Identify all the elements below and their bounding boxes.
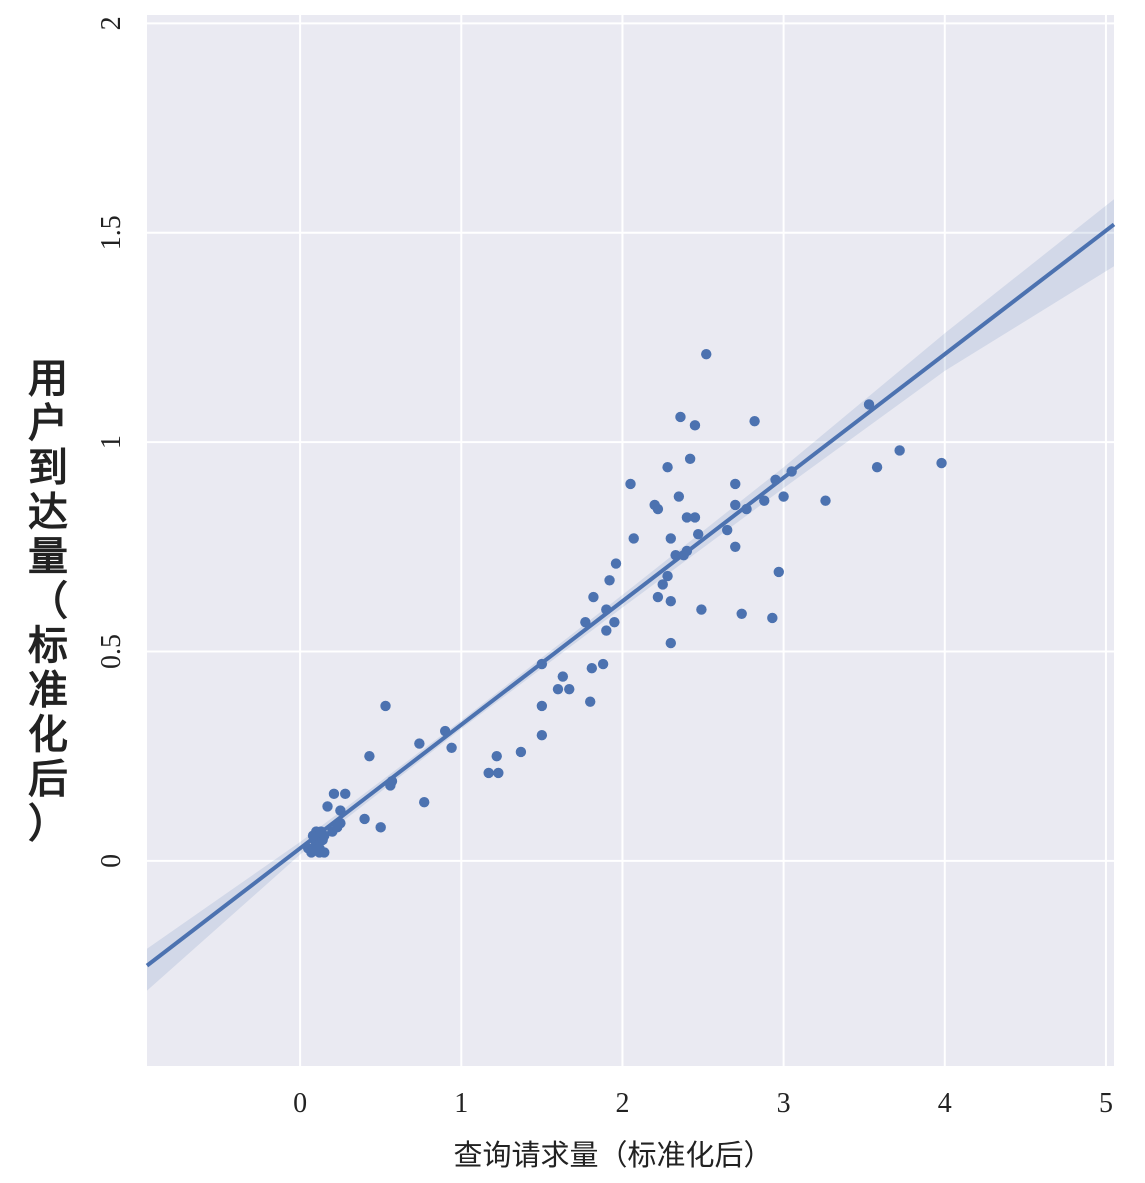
- data-point-31: [491, 750, 502, 762]
- data-point-53: [652, 503, 664, 515]
- data-point-38: [557, 671, 569, 682]
- data-point-88: [871, 462, 883, 473]
- data-point-33: [515, 746, 527, 758]
- data-point-39: [564, 683, 575, 695]
- data-point-40: [580, 616, 591, 628]
- data-point-90: [936, 457, 947, 469]
- data-point-70: [692, 529, 704, 540]
- y-tick-label-2: 1: [96, 435, 127, 449]
- grid-lines: [147, 15, 1114, 1066]
- data-point-1: [306, 847, 317, 858]
- data-point-29: [446, 742, 457, 753]
- x-tick-label-2: 2: [615, 1088, 629, 1119]
- data-point-63: [675, 411, 686, 423]
- data-point-61: [670, 549, 681, 561]
- data-point-56: [662, 462, 673, 473]
- data-point-46: [601, 604, 612, 615]
- data-point-73: [722, 524, 733, 536]
- y-axis-label: 用户到达量（标准化后）: [28, 356, 68, 847]
- data-point-36: [536, 658, 548, 670]
- data-point-86: [820, 495, 831, 506]
- data-point-42: [588, 591, 599, 603]
- data-point-78: [741, 503, 752, 515]
- data-point-32: [493, 767, 504, 779]
- y-tick-label-1: 0.5: [96, 634, 127, 669]
- x-tick-label-1: 1: [454, 1088, 468, 1119]
- data-point-45: [601, 625, 612, 636]
- y-tick-label-0: 0: [96, 854, 127, 868]
- data-point-9: [319, 830, 330, 841]
- data-point-27: [419, 797, 430, 808]
- data-point-85: [786, 466, 797, 477]
- data-point-62: [673, 491, 685, 502]
- data-point-48: [609, 616, 620, 628]
- data-point-43: [586, 663, 598, 674]
- data-point-54: [652, 591, 664, 603]
- data-point-17: [335, 817, 346, 829]
- data-point-68: [689, 420, 701, 431]
- data-points: [302, 348, 947, 858]
- x-tick-label-0: 0: [293, 1088, 307, 1119]
- y-tick-label-4: 2: [96, 16, 127, 30]
- data-point-74: [730, 478, 741, 490]
- data-point-51: [628, 533, 639, 544]
- data-point-82: [770, 474, 781, 485]
- data-point-49: [610, 558, 622, 569]
- data-point-77: [736, 608, 747, 619]
- data-point-35: [536, 700, 548, 712]
- data-point-67: [684, 453, 696, 465]
- data-point-50: [625, 478, 636, 490]
- data-point-23: [380, 700, 391, 712]
- data-point-41: [585, 696, 596, 707]
- y-tick-label-3: 1.5: [96, 215, 127, 250]
- data-point-26: [414, 738, 425, 749]
- data-point-13: [322, 801, 333, 812]
- data-point-22: [375, 822, 386, 833]
- data-point-12: [307, 830, 319, 841]
- data-point-34: [536, 730, 548, 741]
- x-tick-label-5: 5: [1099, 1088, 1113, 1119]
- data-point-66: [681, 512, 693, 523]
- y-tick-labels: 0 0.5 1 1.5 2: [96, 16, 127, 867]
- data-point-72: [701, 348, 712, 360]
- data-point-47: [604, 575, 615, 586]
- x-tick-label-3: 3: [777, 1088, 791, 1119]
- regression-line: [145, 222, 1116, 968]
- data-point-55: [657, 579, 668, 590]
- data-point-25: [386, 776, 398, 787]
- data-point-58: [665, 533, 676, 544]
- data-point-80: [759, 495, 770, 506]
- data-point-18: [335, 805, 346, 816]
- data-point-19: [340, 788, 351, 800]
- data-point-60: [665, 637, 676, 649]
- data-point-71: [696, 604, 707, 615]
- data-point-59: [665, 596, 676, 607]
- data-point-21: [364, 750, 375, 762]
- data-point-81: [767, 612, 778, 624]
- data-point-28: [439, 725, 451, 737]
- data-point-83: [773, 566, 784, 578]
- data-point-15: [328, 788, 340, 800]
- x-axis-label: 查询请求量（标准化后）: [453, 1138, 772, 1172]
- data-point-65: [681, 545, 693, 557]
- data-point-11: [314, 847, 325, 858]
- data-point-79: [749, 415, 760, 427]
- x-tick-labels: 0 1 2 3 4 5: [293, 1088, 1113, 1119]
- data-point-69: [689, 512, 701, 523]
- data-point-57: [662, 570, 673, 582]
- data-point-37: [552, 683, 564, 695]
- data-point-75: [730, 499, 741, 511]
- data-point-30: [483, 767, 494, 779]
- data-point-89: [894, 445, 905, 456]
- x-tick-label-4: 4: [938, 1088, 952, 1119]
- data-point-44: [597, 658, 609, 670]
- data-point-20: [359, 813, 370, 825]
- data-point-76: [730, 541, 741, 552]
- data-point-84: [778, 491, 789, 502]
- data-point-87: [863, 399, 875, 410]
